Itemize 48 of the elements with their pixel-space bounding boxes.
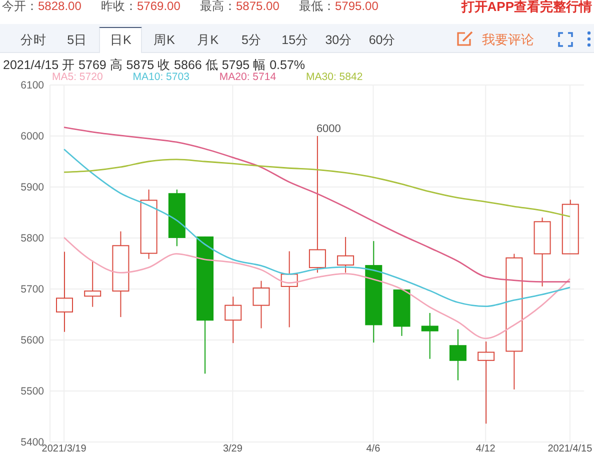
y-tick-label: 5500: [20, 386, 44, 398]
x-tick-label: 4/6: [366, 444, 381, 454]
y-tick-label: 5800: [20, 232, 44, 245]
text: 6000: [316, 123, 341, 135]
candlestick: [280, 250, 298, 328]
candlestick: [140, 189, 158, 260]
x-tick-label: 2021/4/15: [548, 444, 593, 454]
candlestick: [478, 341, 495, 424]
text: 今开：5828.00: [2, 0, 82, 13]
candlestick: [224, 296, 242, 344]
text: 15分: [282, 32, 309, 48]
text: 月K: [197, 32, 219, 48]
text: 分时: [20, 32, 46, 48]
text: MA10: 5703: [132, 71, 190, 83]
candlestick: [252, 280, 270, 329]
y-tick-label: 5900: [20, 182, 44, 194]
candlestick: [56, 251, 73, 332]
candlestick: [421, 312, 438, 360]
text: 周K: [154, 32, 175, 48]
text: 2021/4/15 开 5769 高 5875 收 5866 低 5795 幅 0.57%: [3, 58, 306, 72]
text: 最低：5795.00: [299, 0, 378, 13]
text: 5分: [242, 32, 262, 48]
text: 60分: [368, 32, 396, 48]
y-tick-label: 6000: [20, 130, 44, 143]
text: 打开APP查看完整行情: [461, 0, 592, 14]
y-tick-label: 5700: [20, 284, 44, 296]
text: MA30: 5842: [306, 71, 363, 83]
x-tick-label: 4/12: [476, 444, 496, 454]
text: MA5: 5720: [52, 71, 103, 83]
y-tick-label: 5600: [20, 334, 44, 347]
line-series: [63, 236, 571, 340]
y-tick-label: 6100: [20, 80, 44, 92]
x-tick-label: 3/29: [222, 444, 243, 454]
text: MA20: 5714: [219, 71, 276, 83]
text: 5日: [67, 32, 88, 48]
text: 最高：5875.00: [200, 0, 280, 13]
y-tick-label: 5400: [20, 436, 44, 449]
text: 昨收：5769.00: [101, 0, 180, 13]
line-series: [63, 148, 571, 308]
text: 我要评论: [482, 32, 534, 47]
selected-tab: 日K: [99, 27, 142, 53]
candlestick: [112, 230, 130, 318]
candlestick: [84, 260, 102, 308]
x-tick-label: 2021/3/19: [42, 444, 87, 454]
candlestick: [365, 240, 382, 344]
candlestick: [449, 328, 466, 381]
line-series: [63, 158, 571, 218]
text: 30分: [325, 32, 352, 48]
